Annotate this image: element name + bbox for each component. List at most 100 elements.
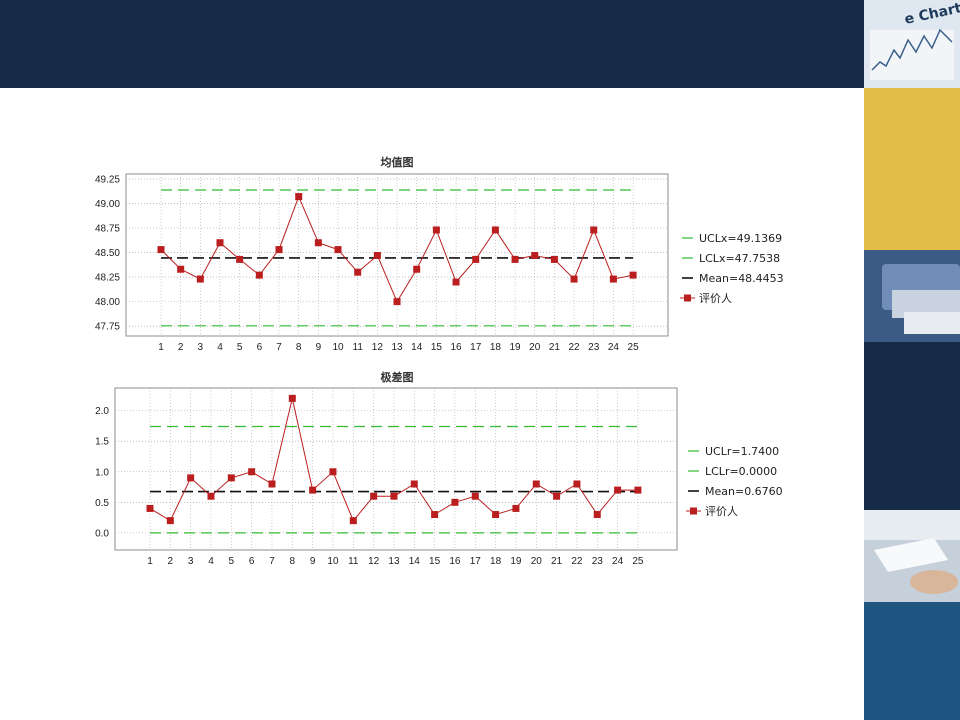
range-data-point <box>614 486 622 494</box>
range-data-point <box>329 468 337 476</box>
range-chart: 极差图 0.00.51.01.52.01 2 3 4 5 6 7 8 9 10 11 12 13 14 15… <box>95 370 783 567</box>
range-data-point <box>451 498 459 506</box>
range-data-point <box>431 511 439 519</box>
printer-photo-icon <box>864 250 960 342</box>
range-legend-label: UCLr=1.7400 <box>705 445 779 458</box>
xbar-ytick-label: 48.25 <box>95 273 120 284</box>
xbar-xtick-label: 5 <box>237 342 243 353</box>
range-data-point <box>207 492 215 500</box>
xbar-xtick-label: 4 <box>217 342 223 353</box>
xbar-xtick-label: 17 <box>470 342 482 353</box>
xbar-xtick-label: 23 <box>588 342 600 353</box>
xbar-data-point <box>570 275 578 283</box>
xbar-xtick-label: 2 <box>178 342 184 353</box>
xbar-data-point <box>609 275 617 283</box>
range-legend-label: Mean=0.6760 <box>705 485 783 498</box>
xbar-xtick-label: 24 <box>608 342 620 353</box>
range-xtick-label: 7 <box>269 556 275 567</box>
range-data-point <box>410 480 418 488</box>
range-xtick-label: 20 <box>531 556 543 567</box>
range-data-point <box>370 492 378 500</box>
xbar-legend-label: LCLx=47.7538 <box>699 252 780 265</box>
range-xtick-label: 5 <box>229 556 235 567</box>
range-xtick-label: 8 <box>290 556 296 567</box>
xbar-xtick-label: 25 <box>628 342 640 353</box>
range-data-point <box>349 517 357 525</box>
range-plot-area <box>114 387 678 551</box>
xbar-data-point <box>550 255 558 263</box>
range-data-point <box>288 394 296 402</box>
range-data-point <box>227 474 235 482</box>
xbar-data-point <box>255 271 263 279</box>
xbar-chart: 均值图 47.75 48.00 48.25 48.50 48.75 49.00 49.25 1… <box>95 155 784 353</box>
xbar-data-point <box>629 271 637 279</box>
xbar-data-point <box>275 246 283 254</box>
top-banner <box>0 0 864 88</box>
xbar-xtick-label: 13 <box>391 342 403 353</box>
range-xtick-label: 2 <box>168 556 174 567</box>
range-xtick-label: 15 <box>429 556 441 567</box>
range-xtick-label: 10 <box>327 556 339 567</box>
range-xtick-label: 9 <box>310 556 316 567</box>
xbar-xtick-label: 16 <box>450 342 462 353</box>
range-legend-marker <box>690 507 697 515</box>
chart-photo-icon: e Chart <box>864 0 960 88</box>
side-image-strip: e Chart <box>864 0 960 720</box>
xbar-ytick-label: 48.00 <box>95 297 120 308</box>
xbar-data-point <box>491 226 499 234</box>
range-data-point <box>390 492 398 500</box>
xbar-chart-title: 均值图 <box>381 155 414 169</box>
range-ytick-label: 2.0 <box>95 406 109 417</box>
xbar-xtick-label: 11 <box>353 342 364 353</box>
range-ytick-label: 0.5 <box>95 498 109 509</box>
range-xtick-label: 12 <box>368 556 380 567</box>
xbar-xtick-label: 14 <box>411 342 423 353</box>
xbar-data-point <box>177 265 185 273</box>
xbar-data-point <box>511 255 519 263</box>
xbar-ytick-label: 49.25 <box>95 174 120 185</box>
range-xtick-label: 22 <box>571 556 583 567</box>
range-chart-title: 极差图 <box>381 370 414 384</box>
xbar-xtick-label: 18 <box>490 342 502 353</box>
xbar-legend-label: UCLx=49.1369 <box>699 232 782 245</box>
xbar-xtick-label: 12 <box>372 342 384 353</box>
range-xtick-label: 1 <box>147 556 153 567</box>
xbar-xtick-label: 8 <box>296 342 302 353</box>
range-xtick-label: 23 <box>592 556 604 567</box>
range-xtick-label: 18 <box>490 556 502 567</box>
range-data-point <box>146 504 154 512</box>
xbar-ytick-label: 49.00 <box>95 199 120 210</box>
xbar-xtick-label: 7 <box>276 342 282 353</box>
xbar-ytick-label: 47.75 <box>95 322 120 333</box>
xbar-xtick-label: 3 <box>198 342 204 353</box>
range-data-point <box>573 480 581 488</box>
xbar-xtick-label: 10 <box>332 342 344 353</box>
range-data-point <box>309 486 317 494</box>
xbar-data-point <box>196 275 204 283</box>
xbar-xtick-label: 21 <box>549 342 561 353</box>
xbar-data-point <box>393 298 401 306</box>
xbar-data-point <box>373 251 381 259</box>
range-xtick-label: 19 <box>510 556 522 567</box>
range-ytick-label: 0.0 <box>95 528 109 539</box>
navy-panel <box>864 342 960 510</box>
xbar-legend-marker <box>684 294 691 302</box>
range-ytick-label: 1.0 <box>95 467 109 478</box>
range-xtick-label: 4 <box>208 556 214 567</box>
range-data-point <box>532 480 540 488</box>
gold-panel <box>864 88 960 250</box>
range-xtick-label: 14 <box>409 556 421 567</box>
range-data-point <box>553 492 561 500</box>
range-xtick-label: 11 <box>348 556 359 567</box>
xbar-data-point <box>295 193 303 201</box>
document-hand-photo-icon <box>864 510 960 602</box>
range-xtick-label: 13 <box>388 556 400 567</box>
xbar-xtick-label: 19 <box>509 342 521 353</box>
xbar-xtick-label: 20 <box>529 342 541 353</box>
range-data-point <box>593 511 601 519</box>
xbar-ytick-label: 48.50 <box>95 248 120 259</box>
range-data-point <box>492 511 500 519</box>
range-data-point <box>512 504 520 512</box>
range-data-point <box>268 480 276 488</box>
xbar-xtick-label: 9 <box>316 342 322 353</box>
